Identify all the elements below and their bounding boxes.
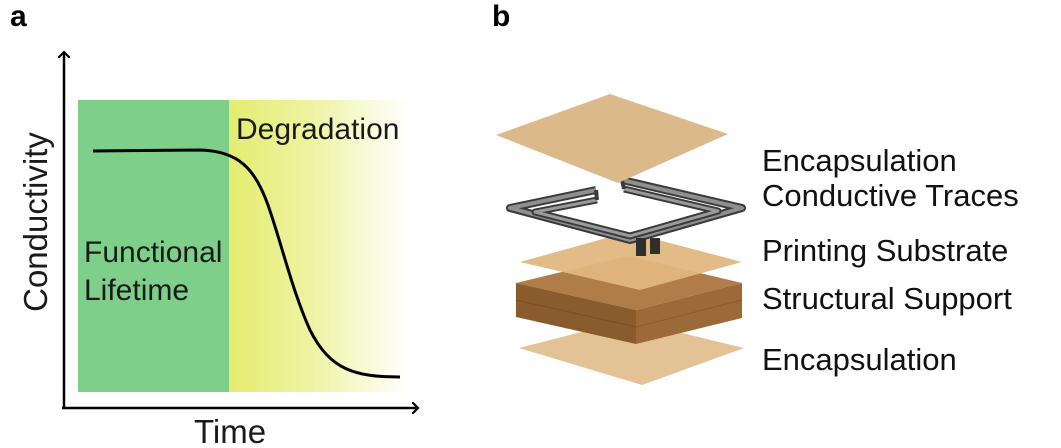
panel-b-letter: b xyxy=(492,0,511,33)
label-structural-support: Structural Support xyxy=(762,281,1012,316)
layer-encapsulation-bottom xyxy=(519,320,744,385)
panel-b-diagram xyxy=(496,94,746,385)
label-conductive-traces: Conductive Traces xyxy=(762,178,1019,213)
panel-a-letter: a xyxy=(10,0,27,33)
layer-printing-substrate xyxy=(520,232,742,290)
conductivity-curve xyxy=(92,148,401,379)
panel-a-plot: Degradation Functional Lifetime Conducti… xyxy=(17,0,450,448)
label-printing-substrate: Printing Substrate xyxy=(762,233,1009,268)
conductive-traces xyxy=(506,176,746,256)
region-degradation-label: Degradation xyxy=(236,113,399,146)
region-functional-label-line2: Lifetime xyxy=(84,274,189,307)
y-axis-label: Conductivity xyxy=(17,132,54,312)
label-encapsulation-top: Encapsulation xyxy=(762,143,957,178)
label-encapsulation-bottom: Encapsulation xyxy=(762,342,957,377)
region-functional-label-line1: Functional xyxy=(84,236,222,269)
x-axis-label: Time xyxy=(194,413,266,448)
layer-encapsulation-top xyxy=(496,94,728,183)
